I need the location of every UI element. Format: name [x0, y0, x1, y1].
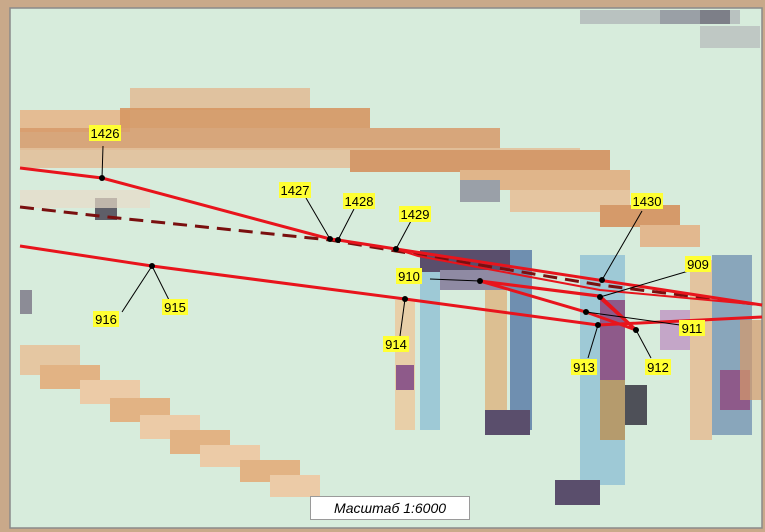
- label-1427-text: 1427: [281, 183, 310, 198]
- label-1429-text: 1429: [401, 207, 430, 222]
- label-916: 916: [93, 311, 119, 327]
- scale-label: Масштаб 1:6000: [310, 496, 470, 520]
- label-915: 915: [162, 299, 188, 315]
- point-911-marker: [583, 309, 589, 315]
- label-916-text: 916: [95, 312, 117, 327]
- label-1428-text: 1428: [345, 194, 374, 209]
- label-914-text: 914: [385, 337, 407, 352]
- point-1430-marker: [599, 277, 605, 283]
- label-909: 909: [685, 256, 711, 272]
- point-1427-marker: [327, 236, 333, 242]
- label-914: 914: [383, 336, 409, 352]
- label-911-text: 911: [682, 321, 703, 336]
- label-912: 912: [645, 359, 671, 375]
- point-1428-marker: [335, 237, 341, 243]
- label-910-text: 910: [398, 269, 420, 284]
- label-911: 911: [679, 320, 705, 336]
- map-border: [9, 7, 763, 529]
- point-913-marker: [595, 322, 601, 328]
- label-1430: 1430: [631, 193, 663, 209]
- point-1426-marker: [99, 175, 105, 181]
- label-1428: 1428: [343, 193, 375, 209]
- boundary-line-upper: [19, 166, 763, 307]
- label-912-text: 912: [647, 360, 669, 375]
- point-912-marker: [633, 327, 639, 333]
- label-1429: 1429: [399, 206, 431, 222]
- label-1427: 1427: [279, 182, 311, 198]
- label-1430-text: 1430: [633, 194, 662, 209]
- point-915-marker: [149, 263, 155, 269]
- leader-lines: [101, 145, 693, 359]
- label-915-text: 915: [164, 300, 186, 315]
- raster-blocks: [20, 10, 762, 505]
- boundary-line-inner: [395, 248, 763, 306]
- label-910: 910: [396, 268, 422, 284]
- point-labels: 1426 1427 1428 1429 1430 909 910 911: [89, 125, 711, 375]
- label-913-text: 913: [573, 360, 595, 375]
- point-910-marker: [477, 278, 483, 284]
- label-1426: 1426: [89, 125, 121, 141]
- label-1426-text: 1426: [91, 126, 120, 141]
- point-markers: [99, 175, 639, 333]
- map-area: [10, 8, 762, 528]
- label-913: 913: [571, 359, 597, 375]
- label-909-text: 909: [687, 257, 709, 272]
- point-914-marker: [402, 296, 408, 302]
- point-1429-marker: [393, 246, 399, 252]
- point-909-marker: [597, 294, 603, 300]
